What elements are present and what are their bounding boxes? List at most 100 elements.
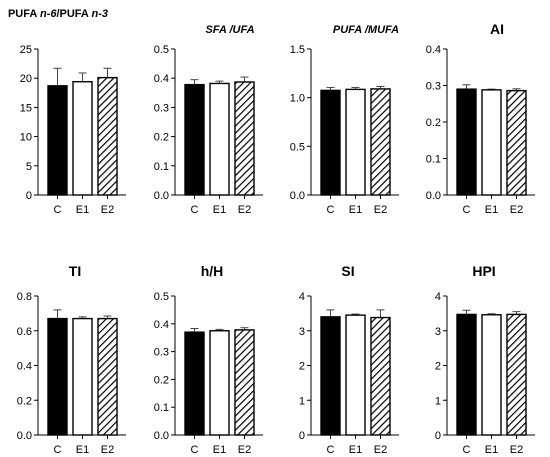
y-tick-label: 0.2 (426, 117, 441, 129)
x-tick-label: C (327, 444, 335, 456)
y-tick-label: 0.3 (154, 347, 169, 359)
bar-c (47, 317, 68, 436)
y-tick-label: 1.5 (290, 44, 305, 56)
y-tick-label: 0.2 (154, 374, 169, 386)
y-tick-label: 15 (20, 102, 32, 114)
panel-3: PUFA /MUFA 0.0 0.5 1.0 1.5 C E1 E2 (290, 24, 399, 216)
y-tick-label: 0.4 (426, 44, 441, 56)
panel-title: HPI (472, 263, 495, 279)
x-tick-label: E2 (374, 444, 387, 456)
bar-c (184, 331, 205, 436)
y-tick-label: 0.0 (154, 430, 169, 442)
x-tick-label: E1 (76, 204, 89, 216)
y-tick-label: 3 (435, 326, 441, 338)
bar-e2 (97, 317, 118, 436)
y-tick-label: 0.0 (426, 190, 441, 202)
y-tick-label: 0.4 (17, 361, 32, 373)
x-tick-label: E1 (213, 444, 226, 456)
y-tick-label: 2 (435, 361, 441, 373)
bar-e1 (72, 317, 93, 436)
y-tick-label: 3 (299, 326, 305, 338)
panel-title: SI (341, 263, 354, 279)
x-tick-label: E2 (238, 204, 251, 216)
bar-e1 (209, 82, 230, 196)
bar-e2 (370, 316, 391, 436)
y-tick-label: 1 (435, 395, 441, 407)
panel-title: h/H (201, 263, 224, 279)
y-tick-label: 0.3 (426, 81, 441, 93)
panel-7: SI 0 1 2 3 4 C E1 E2 (299, 263, 399, 456)
x-tick-label: C (463, 204, 471, 216)
y-tick-label: 0.1 (154, 402, 169, 414)
x-tick-label: E1 (349, 444, 362, 456)
x-tick-label: C (54, 444, 62, 456)
y-tick-label: 0.6 (17, 326, 32, 338)
bar-e1 (481, 314, 502, 436)
y-tick-label: 0.3 (154, 102, 169, 114)
y-tick-label: 0.1 (154, 161, 169, 173)
y-tick-label: 0.4 (154, 319, 169, 331)
y-tick-label: 0 (26, 190, 32, 202)
bar-e2 (370, 88, 391, 196)
y-tick-label: 0 (299, 430, 305, 442)
y-tick-label: 0.2 (154, 132, 169, 144)
bar-c (456, 88, 477, 196)
bar-e1 (209, 330, 230, 436)
y-tick-label: 1.0 (290, 93, 305, 105)
y-tick-label: 4 (299, 291, 305, 303)
panel-5: TI 0.0 0.2 0.4 0.6 0.8 C E1 E2 (17, 263, 126, 456)
y-tick-label: 4 (435, 291, 441, 303)
x-tick-label: E1 (485, 444, 498, 456)
x-tick-label: E2 (101, 444, 114, 456)
bar-e1 (72, 81, 93, 196)
x-tick-label: C (191, 444, 199, 456)
y-tick-label: 2 (299, 361, 305, 373)
y-tick-label: 0.4 (154, 73, 169, 85)
bar-c (320, 89, 341, 196)
bar-e2 (506, 313, 527, 436)
panel-title: TI (69, 263, 81, 279)
y-tick-label: 5 (26, 161, 32, 173)
y-tick-label: 0.0 (290, 190, 305, 202)
bar-e2 (234, 329, 255, 436)
x-tick-label: E1 (349, 204, 362, 216)
panel-6: h/H 0.0 0.1 0.2 0.3 0.4 0.5 C E1 E2 (154, 263, 263, 456)
bar-e1 (481, 89, 502, 196)
y-tick-label: 0.5 (290, 141, 305, 153)
y-tick-label: 0.0 (154, 190, 169, 202)
panel-1: PUFA n-6/PUFA n-3 0 5 10 15 20 25 C E1 E2 (8, 8, 126, 216)
panel-title: AI (490, 21, 504, 37)
x-tick-label: E1 (76, 444, 89, 456)
y-tick-label: 0.5 (154, 291, 169, 303)
bar-e1 (345, 88, 366, 196)
x-tick-label: C (463, 444, 471, 456)
y-tick-label: 0 (435, 430, 441, 442)
y-tick-label: 10 (20, 132, 32, 144)
bar-e2 (506, 89, 527, 196)
x-tick-label: C (327, 204, 335, 216)
y-tick-label: 20 (20, 73, 32, 85)
panel-2: SFA /UFA 0.0 0.1 0.2 0.3 0.4 0.5 C E1 E2 (154, 24, 263, 216)
bar-c (184, 83, 205, 196)
y-tick-label: 0.0 (17, 430, 32, 442)
bar-c (456, 313, 477, 436)
y-tick-label: 0.2 (17, 395, 32, 407)
y-tick-label: 1 (299, 395, 305, 407)
panel-title: SFA /UFA (205, 24, 254, 36)
bar-c (320, 316, 341, 436)
x-tick-label: E2 (238, 444, 251, 456)
bar-e1 (345, 314, 366, 436)
panel-8: HPI 0 1 2 3 4 C E1 E2 (435, 263, 535, 456)
y-tick-label: 25 (20, 44, 32, 56)
x-tick-label: E1 (213, 204, 226, 216)
panel-title: PUFA /MUFA (333, 24, 399, 36)
y-tick-label: 0.5 (154, 44, 169, 56)
x-tick-label: E2 (510, 444, 523, 456)
x-tick-label: E2 (101, 204, 114, 216)
x-tick-label: C (54, 204, 62, 216)
y-tick-label: 0.8 (17, 291, 32, 303)
y-tick-label: 0.1 (426, 154, 441, 166)
x-tick-label: E2 (510, 204, 523, 216)
bar-e2 (234, 81, 255, 196)
